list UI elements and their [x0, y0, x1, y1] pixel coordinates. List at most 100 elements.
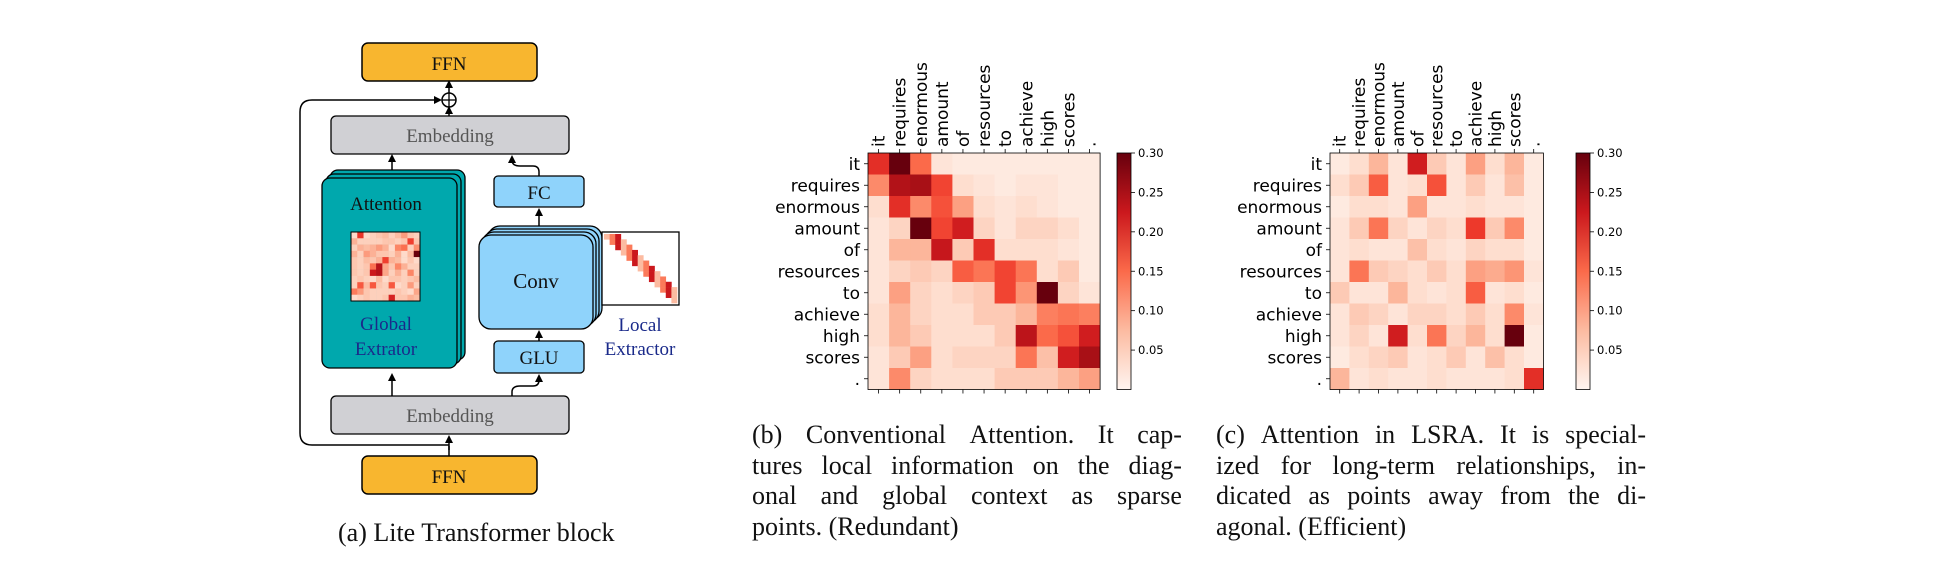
mini-attention-cell — [401, 257, 408, 264]
embedding-bottom-label: Embedding — [406, 406, 494, 427]
heatmap-cell — [1015, 260, 1038, 283]
heatmap-cell — [1524, 239, 1544, 261]
heatmap-cell — [1427, 346, 1447, 369]
glu-label: GLU — [519, 348, 558, 369]
heatmap-cell — [889, 196, 911, 218]
caption-b-line1: (b) Conventional Attention. It cap- — [752, 420, 1182, 449]
heatmap-cell — [1057, 174, 1080, 197]
heatmap-cell — [1504, 303, 1525, 326]
x-tick-label: achieve — [1017, 81, 1037, 147]
heatmap-cell — [1446, 196, 1467, 218]
y-tick-label: requires — [1253, 176, 1322, 196]
heatmap-cell — [931, 368, 953, 390]
x-tick-label: resources — [975, 64, 995, 147]
heatmap-cell — [1079, 325, 1101, 347]
heatmap-cell — [952, 196, 974, 218]
mini-attention-cell — [363, 282, 371, 289]
mini-attention-frame — [350, 231, 421, 302]
mini-attention-cell — [394, 282, 402, 289]
local-band-cell — [637, 265, 644, 272]
caption-c: (c) Attention in LSRA. It is special- ized for l… — [1216, 420, 1646, 542]
heatmap-cell — [1079, 368, 1101, 390]
mini-attention-cell — [407, 257, 415, 264]
heatmap-cell — [1079, 239, 1101, 261]
mini-attention-cell — [407, 269, 415, 277]
y-tick-label: enormous — [1237, 198, 1322, 218]
heatmap-cell — [952, 346, 974, 369]
heatmap-cell — [1504, 368, 1525, 390]
mini-attention-cell — [407, 238, 415, 245]
heatmap-cell — [1368, 325, 1389, 347]
x-tick-label: requires — [1350, 78, 1370, 147]
x-tick-label: amount — [1389, 81, 1409, 147]
heatmap-cell — [889, 239, 911, 261]
heatmap-cell — [868, 196, 890, 218]
mini-attention-cell — [407, 294, 415, 302]
heatmap-cell — [1485, 303, 1505, 326]
local-band-cell — [665, 292, 672, 298]
local-band-cell — [671, 287, 678, 293]
mini-attention-cell — [382, 238, 389, 245]
heatmap-cell — [1524, 196, 1544, 218]
heatmap-cell — [1524, 174, 1544, 197]
heatmap-cell — [931, 282, 953, 304]
heatmap-cell — [1524, 325, 1544, 347]
mini-attention-cell — [382, 269, 389, 277]
mini-attention-cell — [351, 244, 358, 252]
heatmap-cell — [931, 260, 953, 283]
mini-attention-cell — [394, 275, 402, 283]
heatmap-cell — [1349, 239, 1370, 261]
heatmap-cell — [910, 303, 932, 326]
heatmap-cell — [931, 325, 953, 347]
heatmap-cell — [1388, 282, 1408, 304]
x-tick-label: enormous — [912, 62, 932, 147]
mini-attention-cell — [401, 282, 408, 289]
heatmap-cell — [952, 368, 974, 390]
mini-attention-cell — [369, 263, 377, 270]
x-tick-label: to — [1447, 130, 1467, 147]
heatmap-cell — [1036, 217, 1059, 240]
local-band-cell — [660, 281, 667, 288]
heatmap-cell — [1368, 282, 1389, 304]
mini-attention-cell — [382, 282, 389, 289]
heatmap-cell — [1036, 325, 1059, 347]
mini-attention-cell — [413, 269, 421, 277]
local-band-cell — [632, 255, 638, 261]
heatmap-cell — [1079, 217, 1101, 240]
panel-a-diagram: FFN Embedding Attention Global Extrator … — [299, 42, 680, 495]
local-band-cell — [671, 297, 678, 304]
mini-attention-cell — [357, 244, 364, 252]
y-tick-label: amount — [1256, 219, 1322, 239]
mini-attention-cell — [401, 275, 408, 283]
heatmap-cell — [1427, 239, 1447, 261]
heatmap-cell — [994, 196, 1017, 218]
heatmap-cell — [910, 174, 932, 197]
local-band-cell — [648, 271, 655, 277]
heatmap-cell — [1057, 368, 1080, 390]
heatmap-cell — [994, 368, 1017, 390]
mini-attention-cell — [363, 288, 371, 296]
heatmap-cell — [1446, 153, 1467, 175]
mini-attention-cell — [351, 257, 358, 264]
heatmap-cell — [1036, 282, 1059, 304]
heatmap-cell — [931, 303, 953, 326]
heatmap-cell — [1079, 174, 1101, 197]
heatmap-cell — [889, 368, 911, 390]
x-tick-label: resources — [1428, 64, 1448, 147]
local-band-cell — [620, 244, 627, 251]
heatmap-cell — [1368, 217, 1389, 240]
ffn-top-label: FFN — [432, 54, 467, 75]
arrow-fc-to-embed — [508, 155, 540, 176]
colorbar-tick-label: 0.25 — [1597, 185, 1623, 199]
heatmap-cell — [1330, 174, 1350, 197]
heatmap-cell — [1388, 303, 1408, 326]
colorbar-tick-label: 0.15 — [1138, 264, 1164, 278]
y-tick-label: it — [849, 155, 861, 175]
mini-attention-cell — [388, 244, 396, 252]
heatmap-cell — [1388, 260, 1408, 283]
heatmap-cell — [1504, 346, 1525, 369]
heatmap-cell — [1388, 325, 1408, 347]
heatmap-cell — [1079, 303, 1101, 326]
mini-attention-cell — [382, 294, 389, 302]
heatmap-cell — [868, 260, 890, 283]
